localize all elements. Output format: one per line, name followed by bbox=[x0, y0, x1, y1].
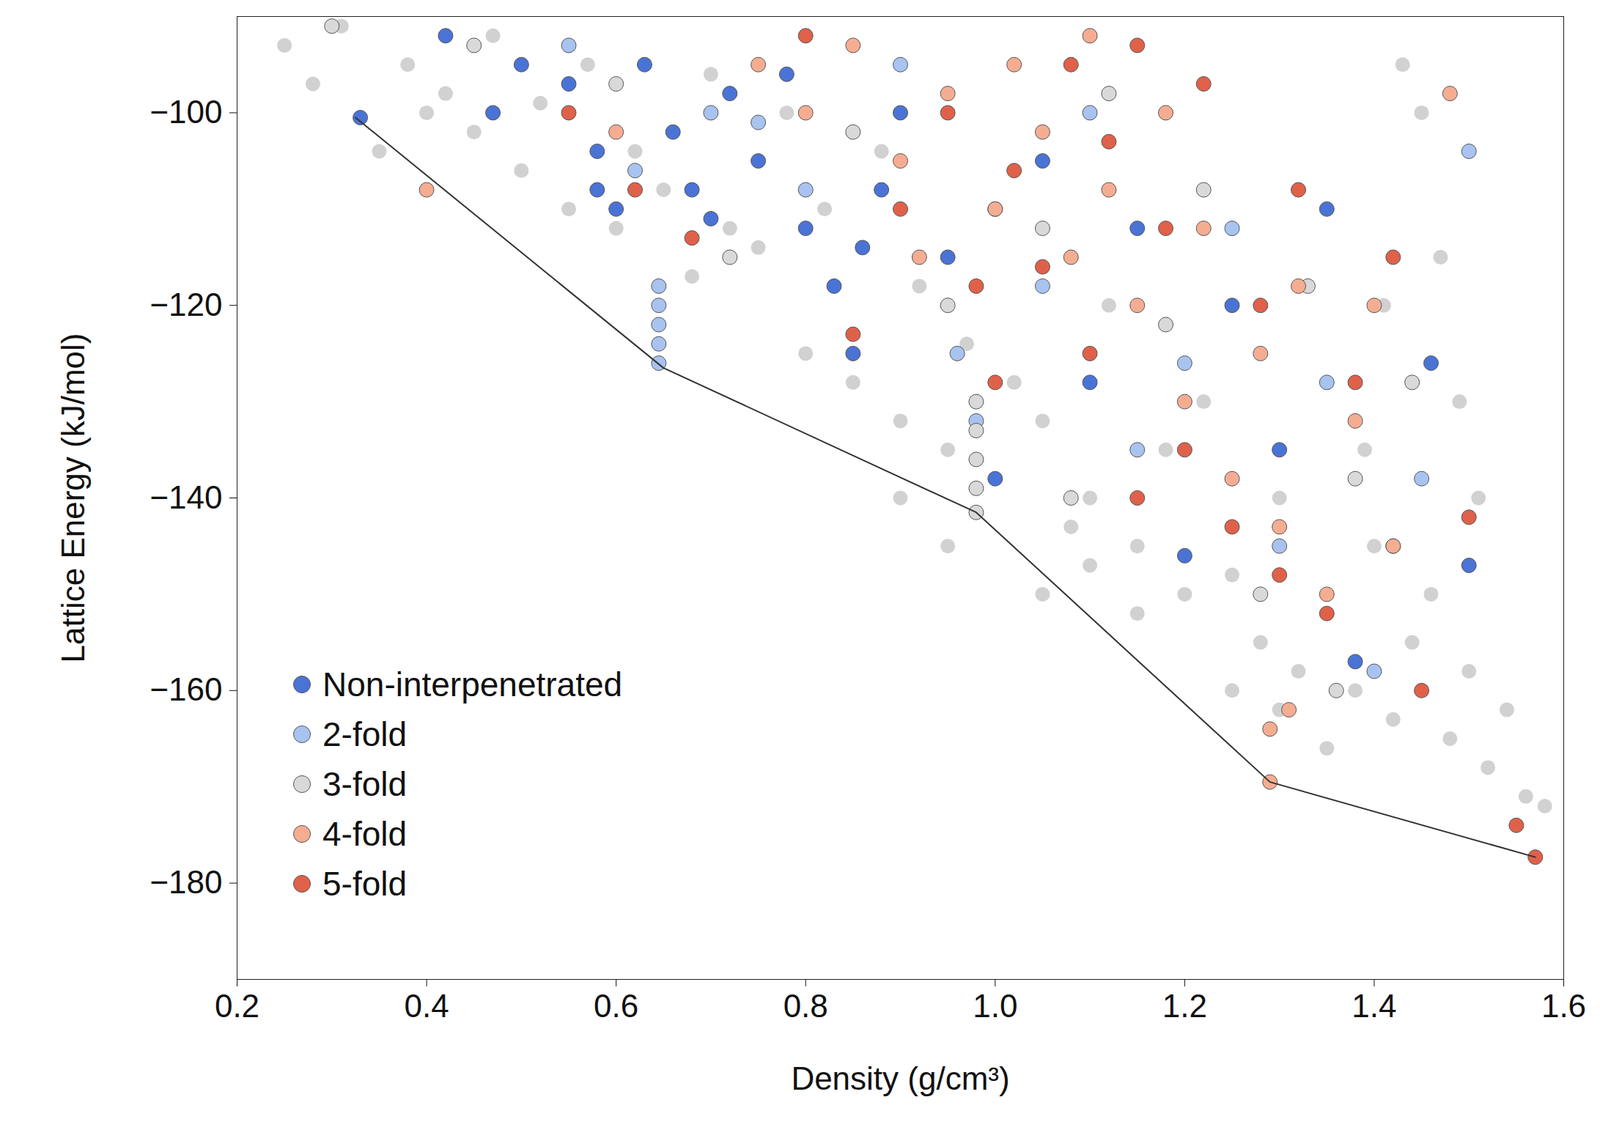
svg-text:0.2: 0.2 bbox=[214, 987, 260, 1024]
svg-text:1.2: 1.2 bbox=[1162, 987, 1208, 1024]
html-text:2-fold: 2-fold bbox=[322, 715, 407, 754]
html-text:4-fold: 4-fold bbox=[322, 815, 407, 854]
svg-text:0.4: 0.4 bbox=[403, 987, 449, 1024]
svg-text:−120: −120 bbox=[149, 286, 223, 323]
svg-text:−140: −140 bbox=[149, 479, 223, 516]
html-text:3-fold: 3-fold bbox=[322, 765, 407, 804]
svg-text:1.4: 1.4 bbox=[1351, 987, 1397, 1024]
svg-text:1.6: 1.6 bbox=[1541, 987, 1587, 1024]
svg-text:0.6: 0.6 bbox=[593, 987, 639, 1024]
svg-text:−100: −100 bbox=[149, 93, 223, 130]
html-text:5-fold: 5-fold bbox=[322, 864, 407, 903]
svg-text:1.0: 1.0 bbox=[972, 987, 1018, 1024]
svg-text:−180: −180 bbox=[149, 864, 223, 901]
svg-text:−160: −160 bbox=[149, 671, 223, 708]
html-text:Non-interpenetrated: Non-interpenetrated bbox=[322, 665, 623, 704]
svg-text:0.8: 0.8 bbox=[783, 987, 829, 1024]
svg-text:Density (g/cm³): Density (g/cm³) bbox=[790, 1060, 1010, 1097]
svg-text:Lattice Energy (kJ/mol): Lattice Energy (kJ/mol) bbox=[54, 333, 91, 664]
